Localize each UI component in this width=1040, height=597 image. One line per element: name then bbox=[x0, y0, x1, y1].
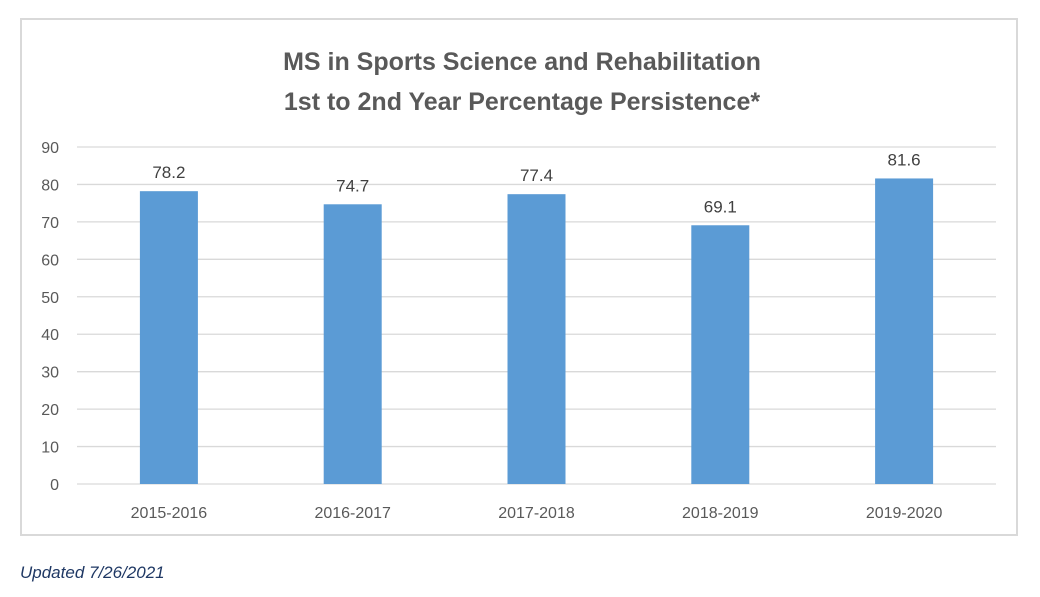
y-tick-label: 30 bbox=[41, 365, 59, 382]
x-axis-ticks: 2015-2016 2016-2017 2017-2018 2018-2019 2019… bbox=[131, 505, 943, 522]
bar-2015-2016 bbox=[139, 191, 198, 484]
x-tick-label: 2018-2019 bbox=[682, 505, 759, 522]
y-tick-label: 40 bbox=[41, 327, 59, 344]
bars bbox=[139, 178, 934, 485]
chart-frame: MS in Sports Science and Rehabilitation … bbox=[20, 18, 1018, 536]
chart-title-line-1: MS in Sports Science and Rehabilitation bbox=[283, 48, 761, 76]
bar-chart: MS in Sports Science and Rehabilitation … bbox=[41, 48, 996, 522]
bar-2019-2020 bbox=[875, 178, 934, 484]
bar-2018-2019 bbox=[691, 225, 750, 484]
y-tick-label: 10 bbox=[41, 440, 59, 457]
y-tick-label: 20 bbox=[41, 402, 59, 419]
data-label-2017-2018: 77.4 bbox=[520, 166, 553, 185]
y-tick-label: 90 bbox=[41, 140, 59, 157]
bar-2017-2018 bbox=[507, 194, 566, 484]
data-label-2016-2017: 74.7 bbox=[336, 176, 369, 195]
data-label-2015-2016: 78.2 bbox=[152, 163, 185, 182]
y-axis-ticks: 0 10 20 30 40 50 60 70 80 90 bbox=[41, 140, 59, 494]
y-tick-label: 0 bbox=[50, 477, 59, 494]
y-tick-label: 80 bbox=[41, 177, 59, 194]
data-labels: 78.2 74.7 77.4 69.1 81.6 bbox=[152, 150, 920, 216]
y-tick-label: 70 bbox=[41, 215, 59, 232]
updated-footnote: Updated 7/26/2021 bbox=[20, 563, 165, 582]
x-tick-label: 2017-2018 bbox=[498, 505, 575, 522]
x-tick-label: 2019-2020 bbox=[866, 505, 943, 522]
x-tick-label: 2016-2017 bbox=[314, 505, 391, 522]
chart-title-line-2: 1st to 2nd Year Percentage Persistence* bbox=[284, 88, 760, 116]
y-tick-label: 50 bbox=[41, 290, 59, 307]
y-tick-label: 60 bbox=[41, 252, 59, 269]
data-label-2018-2019: 69.1 bbox=[704, 197, 737, 216]
data-label-2019-2020: 81.6 bbox=[888, 150, 921, 169]
bar-2016-2017 bbox=[323, 204, 382, 485]
x-tick-label: 2015-2016 bbox=[131, 505, 208, 522]
